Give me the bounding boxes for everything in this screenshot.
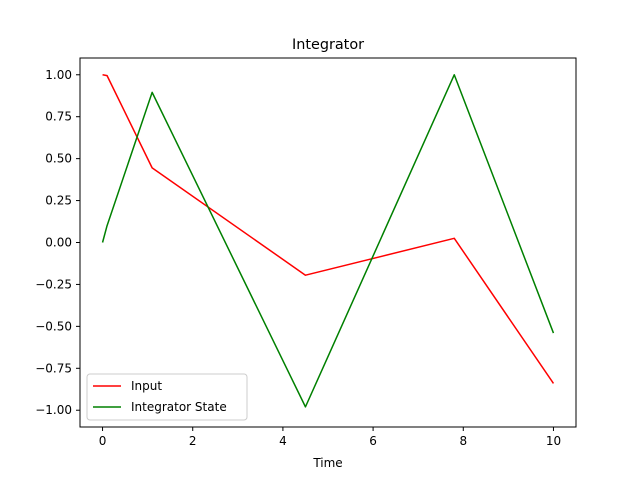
x-tick-label: 4: [279, 434, 287, 448]
x-tick-label: 8: [459, 434, 467, 448]
y-tick-label: 0.50: [45, 152, 72, 166]
x-axis-ticks: 0 2 4 6 8 10: [99, 427, 561, 448]
plot-frame: [79, 57, 577, 428]
y-tick-label: −0.50: [35, 319, 72, 333]
y-tick-label: 0.75: [45, 110, 72, 124]
x-axis-label: Time: [312, 456, 342, 470]
y-tick-label: 0.25: [45, 194, 72, 208]
plot-area: [101, 74, 555, 408]
y-axis-ticks: 1.00 0.75 0.50 0.25 0.00 −0.25 −0.50 −0.75 −1.00: [35, 68, 80, 417]
legend: Input Integrator State: [86, 373, 248, 421]
chart-title: Integrator: [292, 37, 364, 53]
y-tick-label: −1.00: [35, 403, 72, 417]
legend-label: Input: [131, 379, 162, 393]
y-tick-label: −0.75: [35, 361, 72, 375]
y-tick-label: −0.25: [35, 277, 72, 291]
y-tick-label: 0.00: [45, 236, 72, 250]
legend-box: [86, 373, 248, 421]
legend-label: Integrator State: [131, 400, 227, 414]
x-tick-label: 2: [189, 434, 197, 448]
series-line-integrator-state: [101, 74, 555, 408]
y-tick-label: 1.00: [45, 68, 72, 82]
series-line-input: [102, 74, 555, 384]
x-tick-label: 0: [99, 434, 107, 448]
x-tick-label: 10: [546, 434, 561, 448]
x-tick-label: 6: [369, 434, 377, 448]
